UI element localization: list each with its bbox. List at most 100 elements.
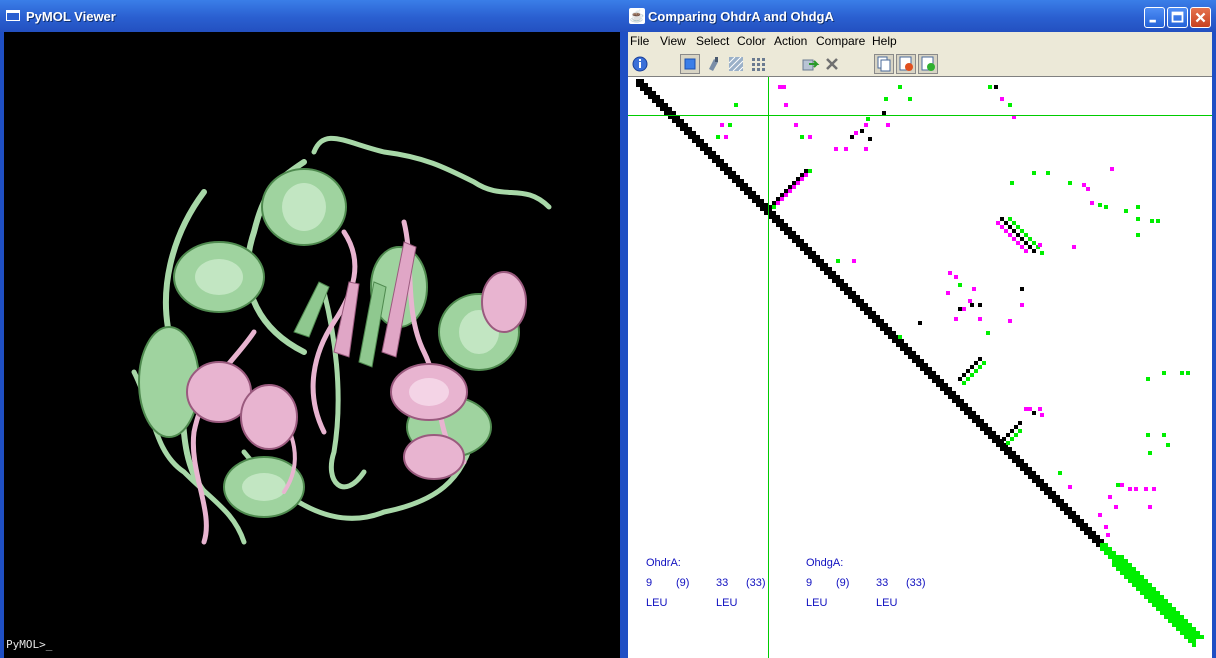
contact-cell xyxy=(1008,455,1012,459)
contact-cell xyxy=(1082,183,1086,187)
pymol-titlebar[interactable]: PyMOL Viewer xyxy=(0,0,624,32)
contact-cell xyxy=(960,407,964,411)
contact-cell xyxy=(780,223,784,227)
contact-cell xyxy=(956,395,960,399)
molecule-viewport[interactable] xyxy=(4,32,620,658)
contact-cell xyxy=(912,355,916,359)
contact-cell xyxy=(796,235,800,239)
minimize-button[interactable] xyxy=(1144,7,1165,28)
delete-button[interactable] xyxy=(822,54,842,74)
contact-cell xyxy=(1172,619,1176,623)
copy-icon xyxy=(877,56,891,72)
contact-cell xyxy=(680,127,684,131)
contact-cell xyxy=(792,231,796,235)
contact-cell xyxy=(812,259,816,263)
close-button[interactable] xyxy=(1190,7,1211,28)
menu-select[interactable]: Select xyxy=(696,34,730,48)
contact-cell xyxy=(1168,615,1172,619)
paint-button[interactable] xyxy=(704,54,724,74)
contact-cell xyxy=(892,331,896,335)
menu-color[interactable]: Color xyxy=(737,34,766,48)
contact-cell xyxy=(796,181,800,185)
copy-button[interactable] xyxy=(874,54,894,74)
contact-cell xyxy=(968,299,972,303)
info-b-res2: 33 xyxy=(876,577,889,589)
menu-action[interactable]: Action xyxy=(774,34,808,48)
contact-cell xyxy=(1052,499,1056,503)
menu-view[interactable]: View xyxy=(660,34,686,48)
menu-help[interactable]: Help xyxy=(872,34,897,48)
contact-cell xyxy=(1096,539,1100,543)
contact-cell xyxy=(1176,623,1180,627)
contact-cell xyxy=(1188,631,1192,635)
contact-cell xyxy=(1072,245,1076,249)
contact-cell xyxy=(1072,515,1076,519)
contact-cell xyxy=(1104,205,1108,209)
select-box-button[interactable] xyxy=(680,54,700,74)
contact-cell xyxy=(962,373,966,377)
remove-button[interactable] xyxy=(896,54,916,74)
contact-cell xyxy=(1140,583,1144,587)
contact-cell xyxy=(1136,575,1140,579)
contact-cell xyxy=(648,91,652,95)
contact-cell xyxy=(804,169,808,173)
menu-compare[interactable]: Compare xyxy=(816,34,866,48)
info-button[interactable] xyxy=(630,54,650,74)
contact-cell xyxy=(736,175,740,179)
contact-cell xyxy=(1084,527,1088,531)
close-x-icon xyxy=(826,58,838,70)
contact-cell xyxy=(978,365,982,369)
contact-cell xyxy=(948,391,952,395)
contact-cell xyxy=(978,357,982,361)
contact-cell xyxy=(932,375,936,379)
menu-file[interactable]: File xyxy=(630,34,650,48)
contact-cell xyxy=(1016,225,1020,229)
contact-cell xyxy=(784,227,788,231)
grid-icon xyxy=(752,58,765,71)
hatch-button[interactable] xyxy=(726,54,746,74)
contact-cell xyxy=(1192,643,1196,647)
contact-cell xyxy=(1088,527,1092,531)
contact-cell xyxy=(1128,575,1132,579)
contact-cell xyxy=(1032,479,1036,483)
contact-cell xyxy=(916,359,920,363)
contact-cell xyxy=(848,291,852,295)
grid-button[interactable] xyxy=(748,54,768,74)
contact-cell xyxy=(980,419,984,423)
contact-cell xyxy=(1144,487,1148,491)
contact-cell xyxy=(1128,567,1132,571)
contact-cell xyxy=(1088,531,1092,535)
contact-cell xyxy=(776,223,780,227)
pymol-command-prompt[interactable]: PyMOL>_ xyxy=(6,638,53,651)
maximize-button[interactable] xyxy=(1167,7,1188,28)
info-icon xyxy=(632,56,648,72)
contact-cell xyxy=(952,399,956,403)
contact-cell xyxy=(784,193,788,197)
protein-cartoon[interactable] xyxy=(4,32,620,658)
contact-cell xyxy=(1016,459,1020,463)
compare-titlebar[interactable]: ☕ Comparing OhdrA and OhdgA xyxy=(624,0,1216,32)
contact-cell xyxy=(864,147,868,151)
contact-cell xyxy=(1032,241,1036,245)
contact-cell xyxy=(1068,485,1072,489)
java-app-icon: ☕ xyxy=(629,8,645,24)
window-icon xyxy=(6,10,20,21)
contact-cell xyxy=(734,103,738,107)
arrow-button[interactable] xyxy=(800,54,820,74)
contact-cell xyxy=(1020,287,1024,291)
contact-cell xyxy=(1188,623,1192,627)
contact-cell xyxy=(1196,635,1200,639)
contact-cell xyxy=(1192,635,1196,639)
add-button[interactable] xyxy=(918,54,938,74)
contact-cell xyxy=(968,407,972,411)
contact-cell xyxy=(976,415,980,419)
contact-cell xyxy=(784,103,788,107)
contact-cell xyxy=(1104,525,1108,529)
contact-cell xyxy=(1112,559,1116,563)
contact-cell xyxy=(760,207,764,211)
contact-cell xyxy=(876,319,880,323)
contact-cell xyxy=(850,135,854,139)
contact-map-plot[interactable]: OhdrA: 9 (9) 33 (33) LEU LEU OhdgA: 9 (9… xyxy=(628,76,1212,658)
contact-map[interactable] xyxy=(628,77,1212,658)
contact-cell xyxy=(812,251,816,255)
